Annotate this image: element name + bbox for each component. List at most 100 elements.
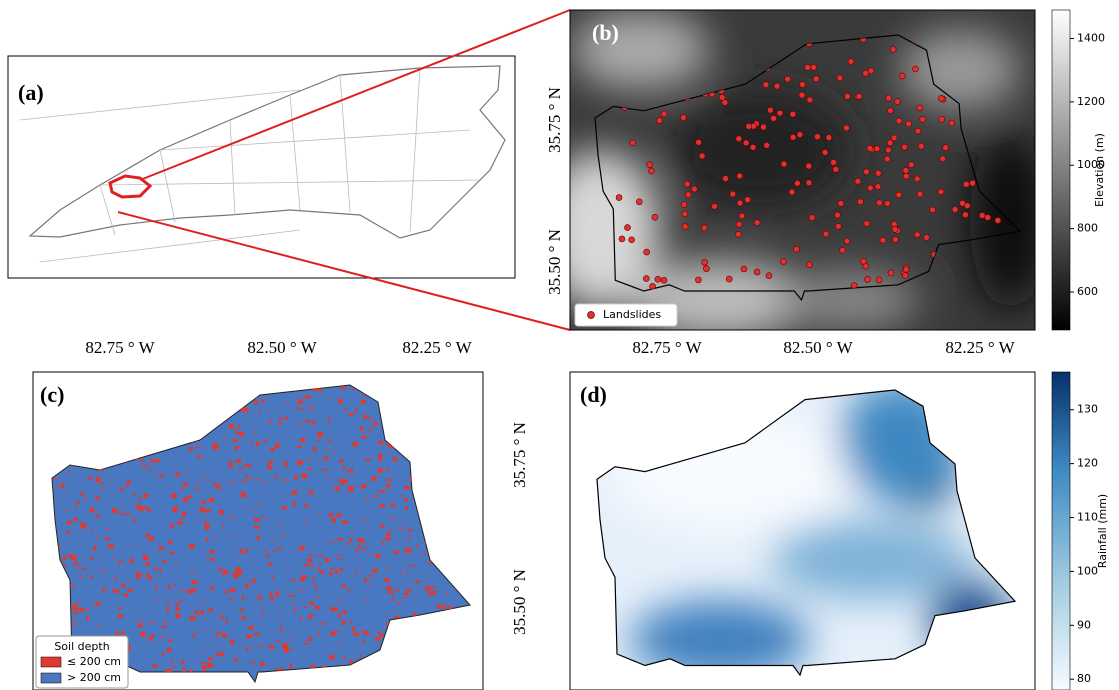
speck [246, 548, 248, 552]
speck [72, 623, 76, 625]
speck [138, 624, 140, 627]
speck [97, 496, 99, 499]
landslide [636, 199, 642, 205]
speck [429, 593, 435, 596]
landslide [875, 170, 881, 176]
speck [327, 449, 329, 451]
speck [378, 631, 380, 634]
speck [317, 555, 320, 556]
landslide [696, 139, 702, 145]
speck [239, 432, 244, 436]
speck [247, 478, 251, 479]
speck [202, 650, 205, 651]
speck [341, 386, 346, 389]
speck [315, 588, 318, 590]
landslide [794, 246, 800, 252]
landslide [896, 192, 902, 198]
speck [237, 426, 240, 429]
speck [425, 587, 427, 590]
landslide [864, 221, 870, 227]
speck [212, 443, 218, 447]
landslide [891, 135, 897, 141]
speck [384, 578, 388, 582]
speck [349, 538, 351, 542]
landslide [962, 212, 968, 218]
speck [171, 660, 173, 663]
speck [320, 571, 324, 574]
landslide [822, 149, 828, 155]
legend-label: ≤ 200 cm [67, 655, 121, 668]
speck [348, 486, 353, 491]
speck [365, 431, 370, 432]
speck [95, 497, 97, 501]
landslide [890, 46, 896, 52]
speck [270, 448, 274, 451]
speck [363, 394, 365, 398]
speck [368, 417, 371, 419]
landslide [908, 162, 914, 168]
landslide [860, 258, 866, 264]
landslide [785, 76, 791, 82]
speck [181, 660, 184, 664]
speck [256, 441, 259, 446]
speck [191, 589, 197, 593]
speck [386, 468, 389, 471]
speck [336, 631, 341, 632]
speck [198, 630, 200, 631]
speck [90, 508, 94, 513]
speck [228, 461, 231, 463]
speck [132, 556, 133, 558]
landslide [745, 197, 751, 203]
speck [437, 605, 441, 609]
speck [255, 479, 259, 481]
landslide [661, 277, 667, 283]
speck [360, 426, 363, 430]
colorbar [1052, 372, 1070, 690]
speck [208, 657, 212, 661]
speck [293, 490, 298, 494]
speck [290, 595, 295, 597]
speck [254, 400, 257, 405]
speck [268, 466, 272, 469]
speck [116, 631, 119, 635]
landslide [970, 180, 976, 186]
speck [308, 459, 311, 461]
speck [266, 518, 269, 519]
speck [189, 447, 193, 451]
speck [313, 447, 317, 451]
landslide [754, 269, 760, 275]
speck [330, 607, 335, 611]
speck [318, 631, 319, 636]
speck [90, 575, 93, 578]
speck [407, 538, 411, 540]
speck [201, 501, 206, 504]
landslide [806, 180, 812, 186]
speck [230, 639, 234, 644]
legend-marker [588, 312, 595, 319]
speck [145, 562, 149, 566]
speck [342, 620, 345, 625]
landslide [899, 73, 905, 79]
speck [300, 617, 302, 620]
speck [299, 423, 301, 425]
speck [276, 640, 281, 641]
speck [136, 575, 140, 579]
landslide [888, 270, 894, 276]
speck [78, 566, 79, 570]
landslide [766, 273, 772, 279]
speck [108, 482, 109, 484]
speck [222, 650, 223, 655]
speck [75, 611, 78, 615]
speck [238, 570, 242, 573]
speck [97, 625, 99, 627]
speck [442, 604, 445, 607]
speck [262, 399, 265, 402]
landslide [739, 213, 745, 219]
landslide [805, 64, 811, 70]
geo-tick-label: 82.50 ° W [783, 338, 853, 357]
landslide [924, 234, 930, 240]
speck [328, 418, 330, 422]
landslide [771, 115, 777, 121]
speck [284, 648, 289, 653]
speck [235, 569, 236, 572]
